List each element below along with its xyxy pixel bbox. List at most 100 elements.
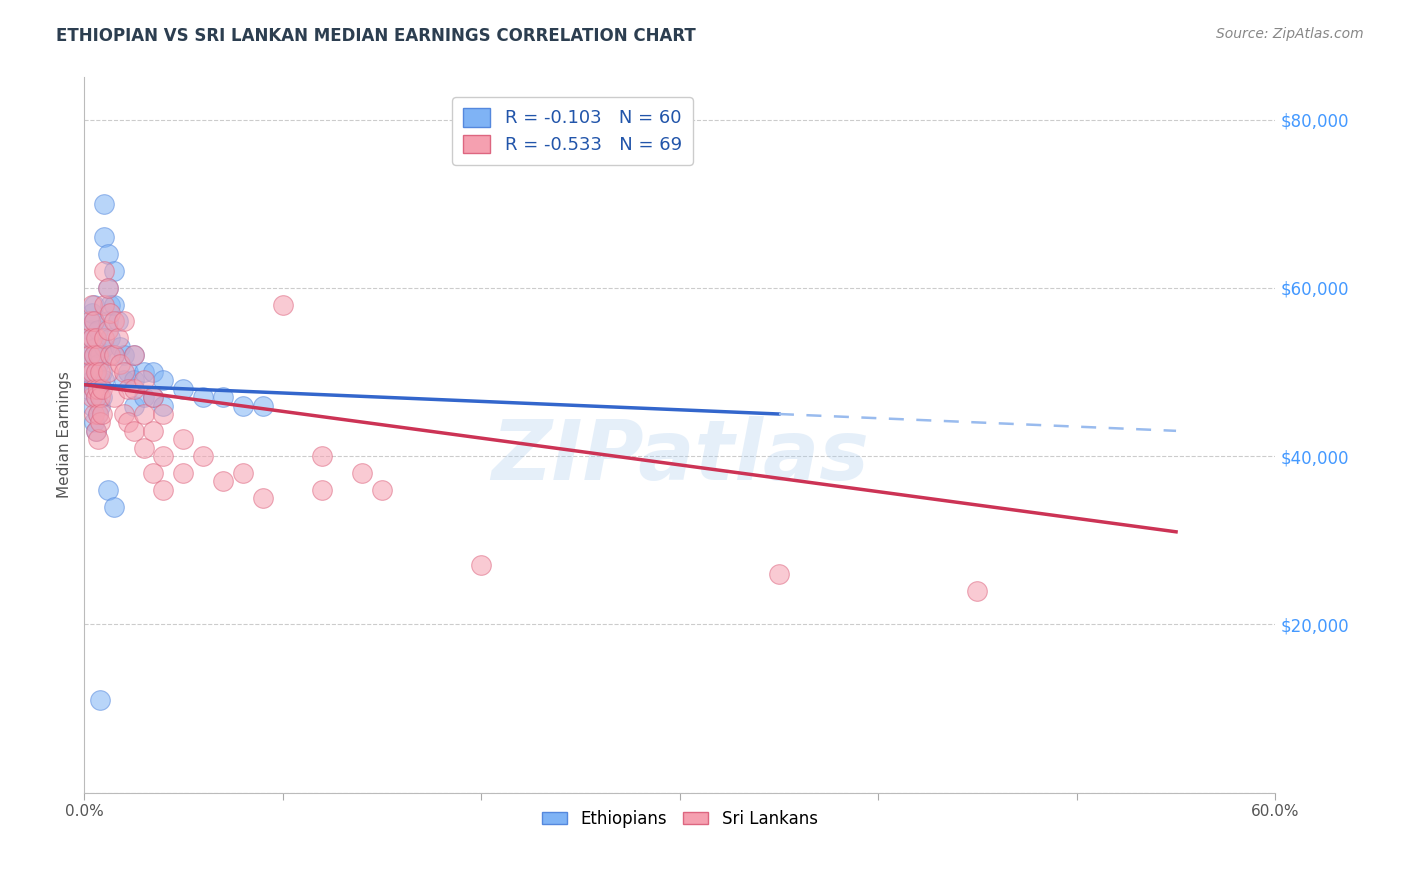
Point: [98, 331, 121, 345]
Point: [87, 407, 110, 421]
Point: [97, 281, 120, 295]
Point: [93, 230, 115, 244]
Point: [103, 264, 125, 278]
Point: [232, 466, 254, 480]
Point: [152, 483, 174, 497]
Point: [122, 424, 145, 438]
Point: [77, 365, 100, 379]
Point: [89, 416, 111, 430]
Point: [83, 314, 105, 328]
Y-axis label: Median Earnings: Median Earnings: [58, 372, 72, 499]
Point: [252, 399, 274, 413]
Point: [103, 500, 125, 514]
Point: [97, 314, 120, 328]
Point: [84, 424, 107, 438]
Point: [84, 331, 107, 345]
Point: [252, 491, 274, 505]
Point: [97, 365, 120, 379]
Point: [132, 441, 155, 455]
Point: [93, 340, 115, 354]
Point: [112, 373, 135, 387]
Point: [83, 298, 105, 312]
Point: [87, 357, 110, 371]
Point: [142, 424, 165, 438]
Point: [152, 373, 174, 387]
Point: [132, 407, 155, 421]
Point: [470, 558, 492, 573]
Point: [103, 390, 125, 404]
Point: [90, 382, 112, 396]
Point: [350, 466, 373, 480]
Point: [107, 331, 129, 345]
Point: [89, 390, 111, 404]
Point: [84, 424, 107, 438]
Point: [132, 390, 155, 404]
Point: [79, 314, 101, 328]
Point: [103, 348, 125, 362]
Point: [152, 399, 174, 413]
Point: [122, 399, 145, 413]
Text: ZIPatlas: ZIPatlas: [491, 416, 869, 497]
Point: [90, 407, 112, 421]
Point: [93, 298, 115, 312]
Point: [77, 382, 100, 396]
Point: [83, 382, 105, 396]
Point: [89, 399, 111, 413]
Point: [83, 348, 105, 362]
Point: [89, 365, 111, 379]
Point: [93, 264, 115, 278]
Point: [84, 365, 107, 379]
Text: ETHIOPIAN VS SRI LANKAN MEDIAN EARNINGS CORRELATION CHART: ETHIOPIAN VS SRI LANKAN MEDIAN EARNINGS …: [56, 27, 696, 45]
Point: [87, 382, 110, 396]
Point: [97, 247, 120, 261]
Point: [172, 432, 194, 446]
Point: [191, 390, 214, 404]
Point: [80, 373, 103, 387]
Point: [80, 306, 103, 320]
Point: [103, 298, 125, 312]
Point: [84, 340, 107, 354]
Point: [83, 416, 105, 430]
Point: [112, 314, 135, 328]
Point: [79, 365, 101, 379]
Point: [122, 382, 145, 396]
Point: [93, 373, 115, 387]
Point: [97, 483, 120, 497]
Point: [117, 365, 139, 379]
Point: [80, 365, 103, 379]
Point: [98, 306, 121, 320]
Point: [84, 365, 107, 379]
Point: [107, 314, 129, 328]
Point: [966, 583, 988, 598]
Point: [132, 365, 155, 379]
Point: [142, 365, 165, 379]
Point: [93, 196, 115, 211]
Point: [89, 693, 111, 707]
Point: [212, 475, 235, 489]
Point: [117, 416, 139, 430]
Point: [112, 407, 135, 421]
Point: [768, 566, 790, 581]
Point: [271, 298, 294, 312]
Point: [98, 348, 121, 362]
Point: [87, 407, 110, 421]
Point: [191, 449, 214, 463]
Point: [311, 483, 333, 497]
Point: [80, 331, 103, 345]
Point: [87, 382, 110, 396]
Point: [108, 340, 131, 354]
Point: [103, 314, 125, 328]
Point: [80, 298, 103, 312]
Point: [112, 348, 135, 362]
Point: [103, 348, 125, 362]
Point: [84, 390, 107, 404]
Point: [142, 390, 165, 404]
Point: [80, 390, 103, 404]
Point: [108, 357, 131, 371]
Point: [90, 390, 112, 404]
Point: [84, 390, 107, 404]
Point: [122, 348, 145, 362]
Point: [152, 407, 174, 421]
Point: [142, 390, 165, 404]
Point: [89, 348, 111, 362]
